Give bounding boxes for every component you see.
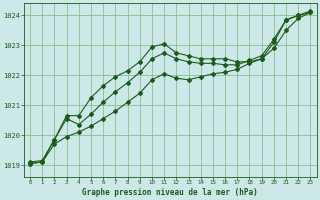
- X-axis label: Graphe pression niveau de la mer (hPa): Graphe pression niveau de la mer (hPa): [82, 188, 258, 197]
